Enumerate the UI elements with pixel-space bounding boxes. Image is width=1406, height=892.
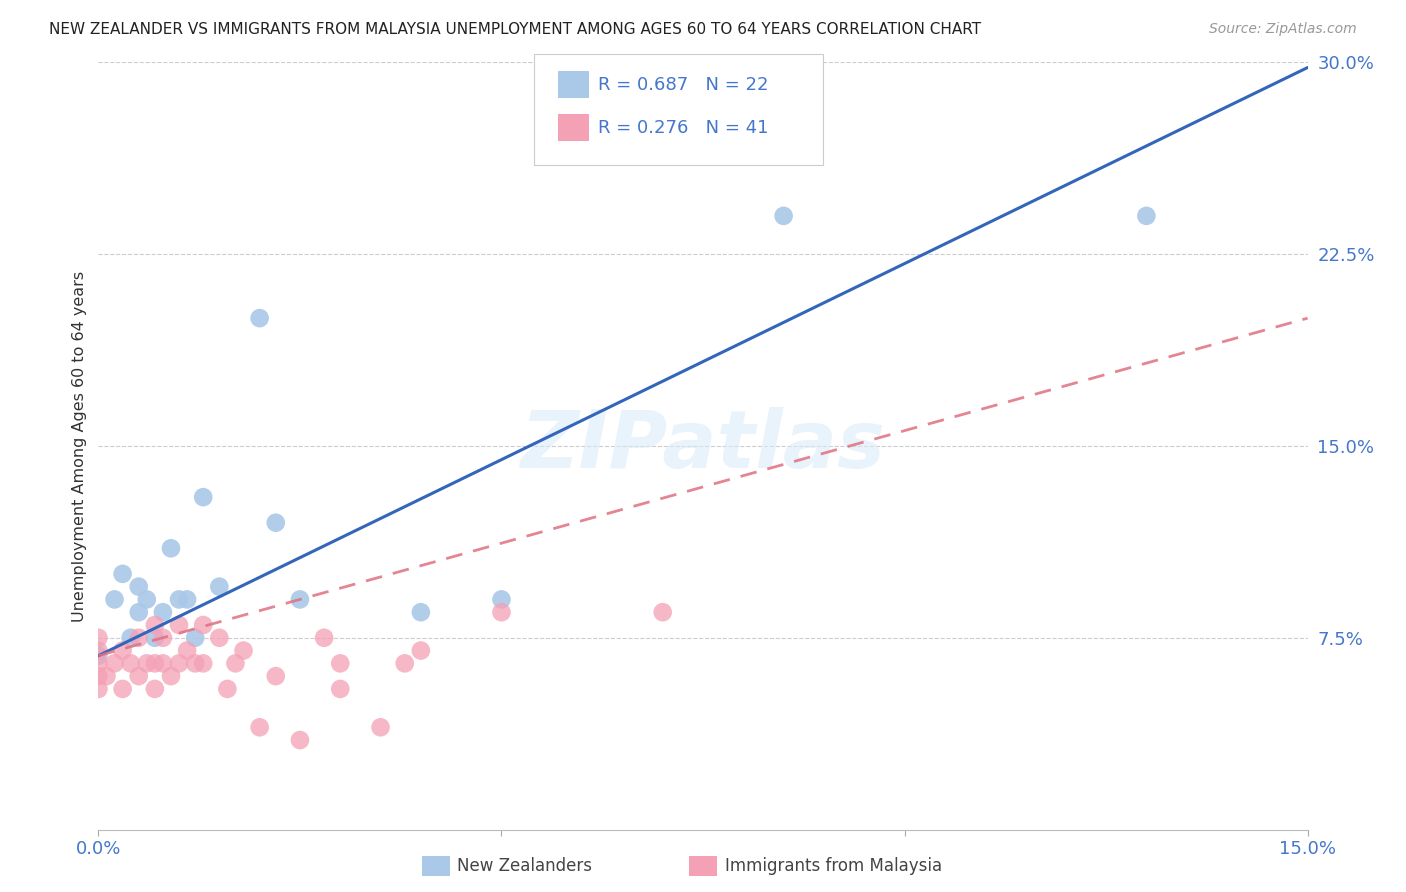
Point <box>651 605 673 619</box>
Text: New Zealanders: New Zealanders <box>457 857 592 875</box>
Point <box>409 605 432 619</box>
Point <box>193 490 215 504</box>
Point <box>143 618 166 632</box>
Point <box>111 643 134 657</box>
Text: Immigrants from Malaysia: Immigrants from Malaysia <box>725 857 942 875</box>
Point <box>143 681 166 696</box>
Point <box>208 580 231 594</box>
Point <box>370 720 392 734</box>
Point <box>128 669 150 683</box>
Point <box>120 631 142 645</box>
Point <box>128 631 150 645</box>
Point <box>128 605 150 619</box>
Point <box>152 657 174 671</box>
Point <box>87 631 110 645</box>
Point <box>111 681 134 696</box>
Point <box>264 516 287 530</box>
Point <box>288 592 311 607</box>
Point <box>87 643 110 657</box>
Point <box>176 643 198 657</box>
Point <box>87 669 110 683</box>
Point <box>772 209 794 223</box>
Point <box>314 631 336 645</box>
Point <box>394 657 416 671</box>
Point <box>143 631 166 645</box>
Text: NEW ZEALANDER VS IMMIGRANTS FROM MALAYSIA UNEMPLOYMENT AMONG AGES 60 TO 64 YEARS: NEW ZEALANDER VS IMMIGRANTS FROM MALAYSI… <box>49 22 981 37</box>
Point <box>184 657 207 671</box>
Point <box>329 657 352 671</box>
Point <box>329 681 352 696</box>
Point <box>135 657 157 671</box>
Point <box>264 669 287 683</box>
Point <box>135 592 157 607</box>
Point <box>772 132 794 146</box>
Point <box>232 643 254 657</box>
Point <box>96 669 118 683</box>
Point <box>111 566 134 581</box>
Point <box>184 631 207 645</box>
Point <box>249 720 271 734</box>
Point <box>160 669 183 683</box>
Point <box>103 592 125 607</box>
Point <box>160 541 183 556</box>
Point <box>152 631 174 645</box>
Point <box>120 657 142 671</box>
Point <box>193 657 215 671</box>
Point <box>193 618 215 632</box>
Text: ZIPatlas: ZIPatlas <box>520 407 886 485</box>
Text: R = 0.276   N = 41: R = 0.276 N = 41 <box>598 119 768 136</box>
Point <box>143 657 166 671</box>
Point <box>128 580 150 594</box>
Point <box>491 592 513 607</box>
Point <box>167 618 190 632</box>
Point <box>87 648 110 663</box>
Point <box>167 592 190 607</box>
Point <box>249 311 271 326</box>
Point <box>167 657 190 671</box>
Point <box>87 681 110 696</box>
Point <box>1135 209 1157 223</box>
Y-axis label: Unemployment Among Ages 60 to 64 years: Unemployment Among Ages 60 to 64 years <box>72 270 87 622</box>
Point <box>87 657 110 671</box>
Text: Source: ZipAtlas.com: Source: ZipAtlas.com <box>1209 22 1357 37</box>
Point <box>208 631 231 645</box>
Point <box>288 733 311 747</box>
Point <box>176 592 198 607</box>
Point <box>491 605 513 619</box>
Point <box>224 657 246 671</box>
Point <box>217 681 239 696</box>
Text: R = 0.687   N = 22: R = 0.687 N = 22 <box>598 76 768 94</box>
Point <box>152 605 174 619</box>
Point <box>409 643 432 657</box>
Point <box>103 657 125 671</box>
